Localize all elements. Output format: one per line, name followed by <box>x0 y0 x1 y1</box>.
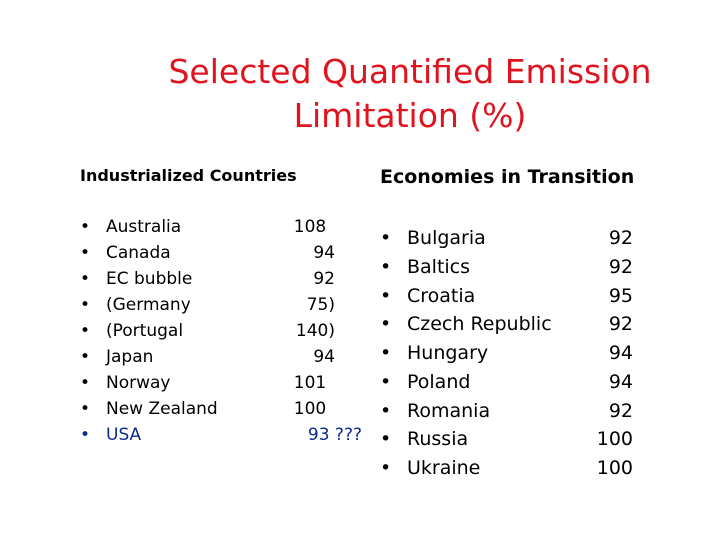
slide-title: Selected Quantified Emission Limitation … <box>100 50 720 138</box>
country-name: Ukraine <box>407 457 481 479</box>
bullet-icon: • <box>80 321 91 341</box>
country-name: Romania <box>407 399 491 422</box>
country-name: Czech Republic <box>407 313 552 336</box>
country-name: Norway <box>106 373 171 393</box>
country-name: Russia <box>407 428 469 451</box>
country-value: 93 ??? <box>307 425 362 445</box>
list-item-bulgaria: • Bulgaria 92 <box>380 224 640 253</box>
list-item-portugal: • (Portugal 140) <box>80 318 370 344</box>
country-value: 92 <box>608 399 633 422</box>
country-name: Bulgaria <box>407 227 486 249</box>
list-item-baltics: • Baltics 92 <box>380 253 640 282</box>
country-value: 100 <box>596 457 633 479</box>
country-name: (Portugal <box>106 321 184 341</box>
bullet-icon: • <box>380 284 392 307</box>
country-value: 101 <box>293 373 327 393</box>
country-name: Australia <box>106 217 182 237</box>
country-value: 94 <box>313 347 335 367</box>
country-value: 100 <box>596 428 633 451</box>
list-item-australia: • Australia 108 <box>80 214 370 240</box>
country-value: 100 <box>293 399 327 419</box>
list-item-canada: • Canada 94 <box>80 240 370 266</box>
bullet-icon: • <box>380 255 392 278</box>
list-item-romania: • Romania 92 <box>380 397 640 426</box>
country-name: Baltics <box>407 255 471 278</box>
country-value: 92 <box>313 269 335 289</box>
transition-list: • Bulgaria 92 • Baltics 92 • Croatia 95 … <box>380 224 640 483</box>
bullet-icon: • <box>380 370 392 393</box>
country-name: Croatia <box>407 284 476 307</box>
bullet-icon: • <box>380 342 392 364</box>
country-name: USA <box>106 425 142 445</box>
bullet-icon: • <box>380 399 392 422</box>
country-name: New Zealand <box>106 399 218 419</box>
country-name: Poland <box>407 370 471 393</box>
country-value: 75) <box>306 295 335 315</box>
title-line-2: Limitation (%) <box>293 96 527 135</box>
bullet-icon: • <box>80 217 91 237</box>
title-line-1: Selected Quantified Emission <box>168 52 652 91</box>
country-name: (Germany <box>106 295 191 315</box>
country-value: 140) <box>295 321 335 341</box>
list-item-croatia: • Croatia 95 <box>380 282 640 311</box>
country-value: 92 <box>608 313 633 336</box>
country-name: Canada <box>106 243 171 263</box>
bullet-icon: • <box>380 457 392 479</box>
country-name: EC bubble <box>106 269 193 289</box>
bullet-icon: • <box>380 428 392 451</box>
bullet-icon: • <box>80 295 91 315</box>
country-value: 94 <box>608 342 633 364</box>
bullet-icon: • <box>380 227 392 249</box>
country-name: Hungary <box>407 342 489 364</box>
industrialized-heading: Industrialized Countries <box>80 166 297 185</box>
list-item-hungary: • Hungary 94 <box>380 339 640 368</box>
list-item-germany: • (Germany 75) <box>80 292 370 318</box>
bullet-icon: • <box>80 425 91 445</box>
country-value: 94 <box>313 243 335 263</box>
list-item-ec-bubble: • EC bubble 92 <box>80 266 370 292</box>
country-value: 92 <box>608 255 633 278</box>
list-item-russia: • Russia 100 <box>380 425 640 454</box>
bullet-icon: • <box>80 373 91 393</box>
list-item-japan: • Japan 94 <box>80 344 370 370</box>
bullet-icon: • <box>80 269 91 289</box>
country-value: 94 <box>608 370 633 393</box>
country-name: Japan <box>106 347 154 367</box>
list-item-czech-republic: • Czech Republic 92 <box>380 310 640 339</box>
bullet-icon: • <box>80 347 91 367</box>
industrialized-list: • Australia 108 • Canada 94 • EC bubble … <box>80 214 370 448</box>
bullet-icon: • <box>380 313 392 336</box>
country-value: 108 <box>293 217 327 237</box>
list-item-ukraine: • Ukraine 100 <box>380 454 640 483</box>
bullet-icon: • <box>80 243 91 263</box>
transition-heading: Economies in Transition <box>380 166 635 188</box>
list-item-poland: • Poland 94 <box>380 368 640 397</box>
list-item-usa: • USA 93 ??? <box>80 422 370 448</box>
list-item-new-zealand: • New Zealand 100 <box>80 396 370 422</box>
bullet-icon: • <box>80 399 91 419</box>
country-value: 95 <box>608 284 633 307</box>
country-value: 92 <box>608 227 633 249</box>
list-item-norway: • Norway 101 <box>80 370 370 396</box>
